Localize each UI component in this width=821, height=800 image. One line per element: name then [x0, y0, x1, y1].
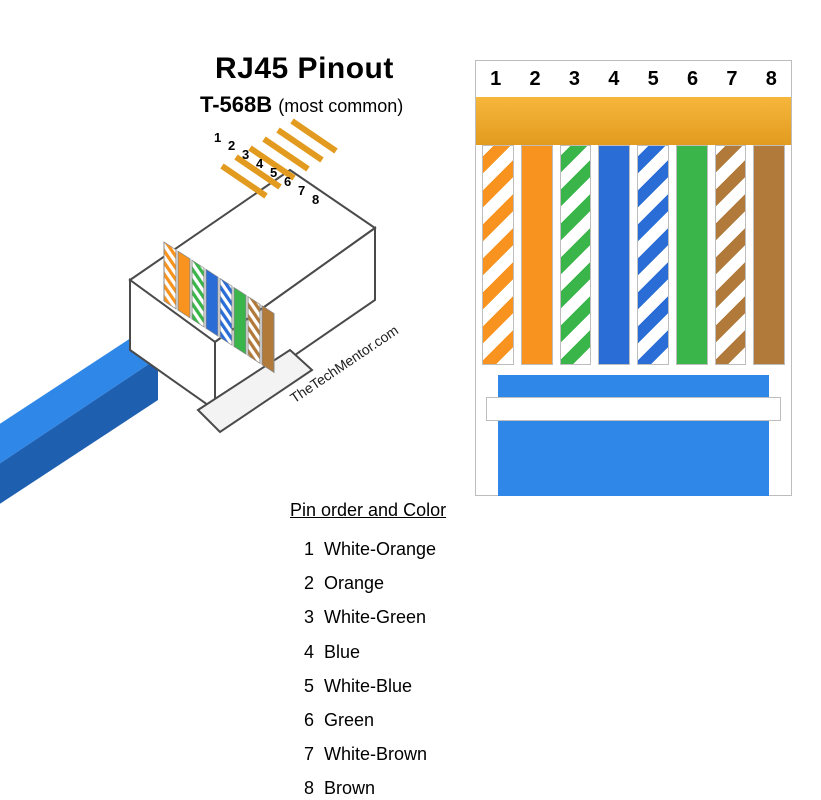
pin-table: 1 White-Orange 2 Orange 3 White-Green 4 Blue 5 Wh…: [290, 532, 436, 800]
pin-number: 2: [290, 566, 314, 600]
pin-color-name: Brown: [324, 771, 375, 800]
panel-pin-number: 6: [673, 68, 712, 91]
pin-number: 5: [290, 669, 314, 703]
pinout-panel: 12345678: [475, 60, 792, 496]
pin-table-title: Pin order and Color: [290, 500, 446, 521]
gold-contacts: [222, 121, 336, 196]
pin-table-row: 4 Blue: [290, 635, 436, 669]
wire-stripe: [715, 145, 747, 365]
pin-color-name: White-Blue: [324, 669, 412, 703]
connector-isometric: 1 2 3 4 5 6 7 8: [0, 110, 420, 550]
pin-table-row: 8 Brown: [290, 771, 436, 800]
pin-table-row: 5 White-Blue: [290, 669, 436, 703]
svg-text:6: 6: [284, 174, 291, 189]
panel-pin-number: 2: [515, 68, 554, 91]
wire-stripe: [676, 145, 708, 365]
pin-color-name: White-Orange: [324, 532, 436, 566]
pin-number: 3: [290, 600, 314, 634]
svg-text:3: 3: [242, 147, 249, 162]
svg-text:4: 4: [256, 156, 264, 171]
pin-number: 1: [290, 532, 314, 566]
panel-pin-number: 8: [752, 68, 791, 91]
gold-contacts-band: [476, 97, 791, 145]
pin-table-row: 6 Green: [290, 703, 436, 737]
cable-collar: [486, 397, 781, 421]
wire-stripe: [560, 145, 592, 365]
wire-stripe: [482, 145, 514, 365]
pin-table-row: 1 White-Orange: [290, 532, 436, 566]
svg-text:8: 8: [312, 192, 319, 207]
cable: [0, 332, 158, 530]
pin-number: 8: [290, 771, 314, 800]
panel-pin-number: 1: [476, 68, 515, 91]
panel-pin-number: 3: [555, 68, 594, 91]
pin-number: 7: [290, 737, 314, 771]
svg-text:2: 2: [228, 138, 235, 153]
panel-pin-number: 5: [634, 68, 673, 91]
panel-pin-number: 7: [712, 68, 751, 91]
wire-stripe: [637, 145, 669, 365]
page-title: RJ45 Pinout: [215, 52, 394, 86]
cable-jacket: [476, 375, 791, 495]
pin-color-name: Orange: [324, 566, 384, 600]
pin-number: 4: [290, 635, 314, 669]
pin-table-row: 3 White-Green: [290, 600, 436, 634]
pin-table-row: 7 White-Brown: [290, 737, 436, 771]
wire-stripe: [598, 145, 630, 365]
svg-text:7: 7: [298, 183, 305, 198]
wire-stripe: [753, 145, 785, 365]
wire-stripes: [476, 145, 791, 365]
panel-numbers: 12345678: [476, 61, 791, 97]
pin-color-name: Blue: [324, 635, 360, 669]
pin-table-row: 2 Orange: [290, 566, 436, 600]
pin-color-name: White-Brown: [324, 737, 427, 771]
pin-color-name: White-Green: [324, 600, 426, 634]
pin-number: 6: [290, 703, 314, 737]
wire-stripe: [521, 145, 553, 365]
svg-text:5: 5: [270, 165, 277, 180]
svg-text:1: 1: [214, 130, 221, 145]
panel-pin-number: 4: [594, 68, 633, 91]
pin-color-name: Green: [324, 703, 374, 737]
